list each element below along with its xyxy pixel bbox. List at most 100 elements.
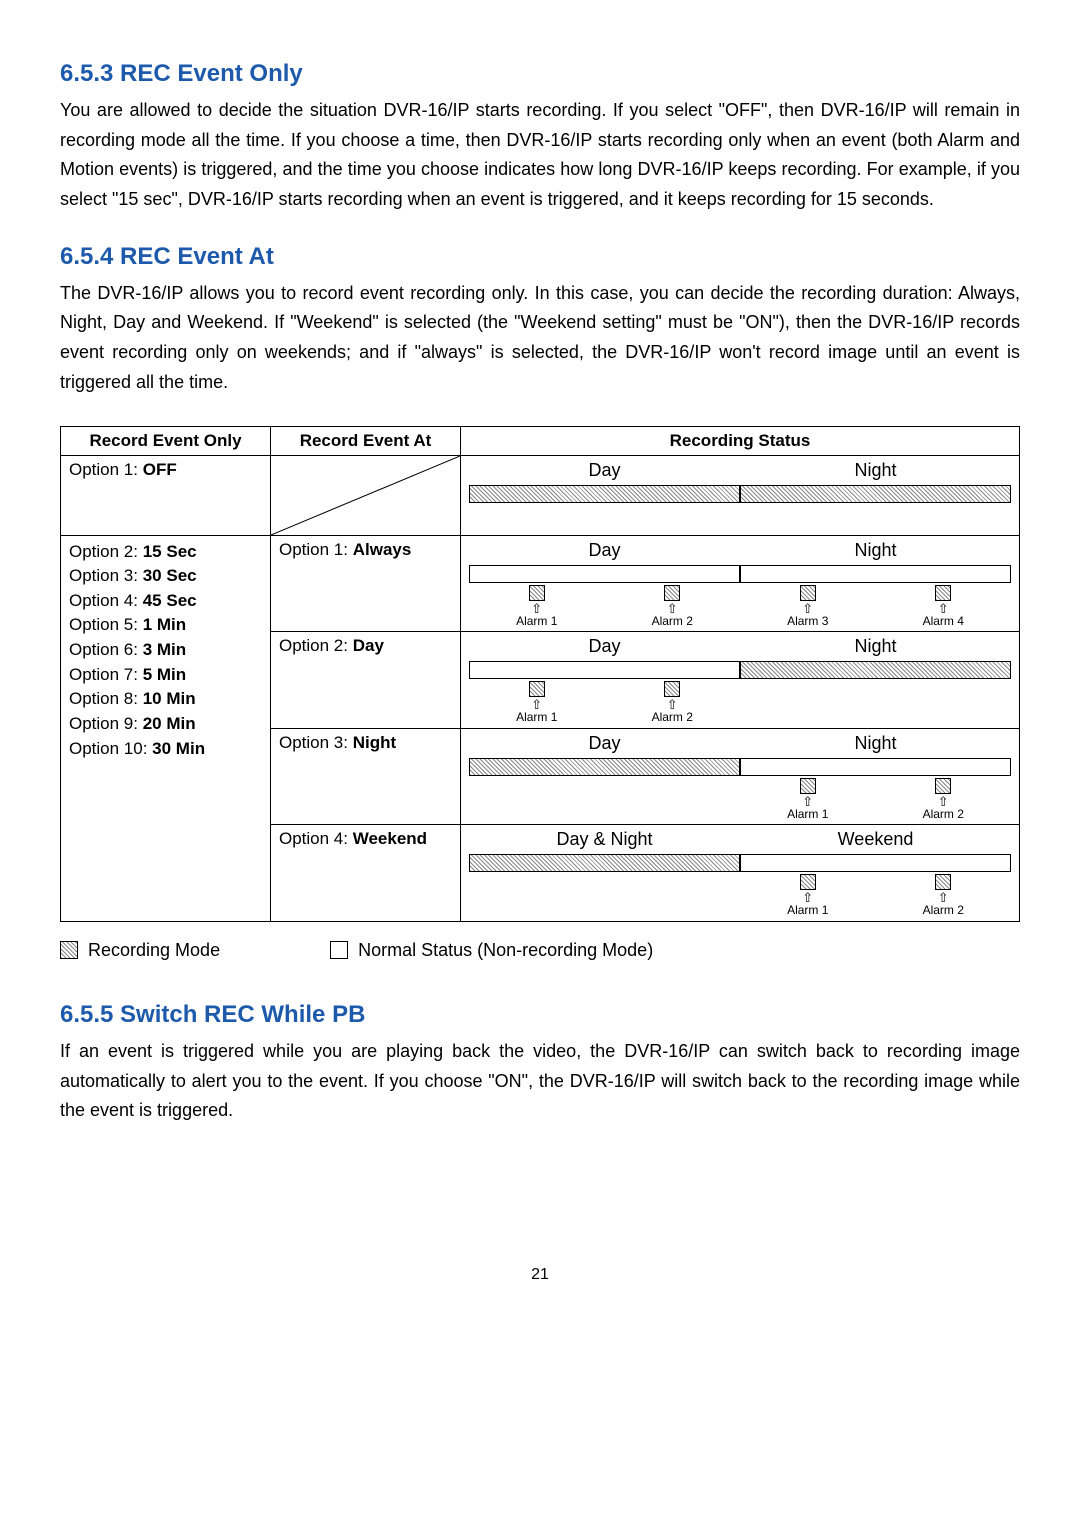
alarm-label: Alarm 2 [923, 808, 964, 821]
arrow-up-icon: ⇧ [667, 602, 678, 615]
opt-prefix: Option 4: [69, 591, 143, 610]
alarm-label: Alarm 3 [787, 615, 828, 628]
label-day: Day [469, 636, 740, 657]
opt-prefix: Option 9: [69, 714, 143, 733]
table-row: Option 1: OFF Day Night [61, 455, 1020, 535]
th-event-at: Record Event At [271, 426, 461, 455]
page-number: 21 [60, 1266, 1020, 1284]
opt-prefix: Option 6: [69, 640, 143, 659]
event-box-icon [935, 874, 951, 890]
opt-prefix: Option 2: [279, 636, 353, 655]
event-box-icon [529, 585, 545, 601]
bar-day-hatched [469, 758, 740, 776]
cell-event-at-weekend: Option 4: Weekend [271, 825, 461, 922]
event-box-icon [529, 681, 545, 697]
label-weekend: Weekend [740, 829, 1011, 850]
alarm-label: Alarm 1 [787, 904, 828, 917]
opt-value: Weekend [353, 829, 427, 848]
opt-value: Always [353, 540, 412, 559]
label-day: Day [469, 460, 740, 481]
heading-653: 6.5.3 REC Event Only [60, 60, 1020, 88]
arrow-up-icon: ⇧ [802, 602, 813, 615]
table-header-row: Record Event Only Record Event At Record… [61, 426, 1020, 455]
alarm-label: Alarm 1 [516, 711, 557, 724]
alarm-label: Alarm 2 [652, 711, 693, 724]
bar-daynight-hatched [469, 854, 740, 872]
opt-value: 30 Sec [143, 566, 197, 585]
cell-status-weekend: Day & Night Weekend ⇧Alarm 1 ⇧Alarm 2 [461, 825, 1020, 922]
label-daynight: Day & Night [469, 829, 740, 850]
opt-value: 5 Min [143, 665, 186, 684]
legend-recording-label: Recording Mode [88, 940, 220, 961]
cell-event-only-durations: Option 2: 15 Sec Option 3: 30 Sec Option… [61, 535, 271, 921]
event-box-icon [800, 874, 816, 890]
bar-night-hatched [740, 485, 1011, 503]
opt-value: 15 Sec [143, 542, 197, 561]
alarm-label: Alarm 1 [787, 808, 828, 821]
table-row: Option 2: 15 Sec Option 3: 30 Sec Option… [61, 535, 1020, 632]
opt-value: 20 Min [143, 714, 196, 733]
cell-status-day: Day Night ⇧Alarm 1 ⇧Alarm 2 [461, 632, 1020, 729]
alarm-label: Alarm 2 [923, 904, 964, 917]
legend: Recording Mode Normal Status (Non-record… [60, 940, 1020, 961]
label-night: Night [740, 733, 1011, 754]
bar-night-blank [740, 758, 1011, 776]
label-night: Night [740, 460, 1011, 481]
opt-value: Night [353, 733, 396, 752]
arrow-up-icon: ⇧ [802, 795, 813, 808]
arrow-up-icon: ⇧ [938, 795, 949, 808]
arrow-up-icon: ⇧ [938, 602, 949, 615]
event-box-icon [935, 585, 951, 601]
heading-654: 6.5.4 REC Event At [60, 243, 1020, 271]
bar-night-blank [740, 565, 1011, 583]
th-event-only: Record Event Only [61, 426, 271, 455]
cell-event-at-always: Option 1: Always [271, 535, 461, 632]
cell-event-at-day: Option 2: Day [271, 632, 461, 729]
event-box-icon [800, 778, 816, 794]
label-day: Day [469, 733, 740, 754]
opt-value: OFF [143, 460, 177, 479]
opt-prefix: Option 3: [279, 733, 353, 752]
label-night: Night [740, 636, 1011, 657]
label-night: Night [740, 540, 1011, 561]
opt-value: 1 Min [143, 615, 186, 634]
diagonal-icon [271, 456, 460, 535]
body-655: If an event is triggered while you are p… [60, 1037, 1020, 1126]
alarm-label: Alarm 1 [516, 615, 557, 628]
label-day: Day [469, 540, 740, 561]
opt-value: 30 Min [152, 739, 205, 758]
opt-value: 45 Sec [143, 591, 197, 610]
cell-status-off: Day Night [461, 455, 1020, 535]
opt-prefix: Option 2: [69, 542, 143, 561]
body-653: You are allowed to decide the situation … [60, 96, 1020, 215]
bar-day-blank [469, 565, 740, 583]
opt-value: 10 Min [143, 689, 196, 708]
opt-prefix: Option 7: [69, 665, 143, 684]
opt-prefix: Option 8: [69, 689, 143, 708]
opt-prefix: Option 5: [69, 615, 143, 634]
opt-prefix: Option 4: [279, 829, 353, 848]
th-recording-status: Recording Status [461, 426, 1020, 455]
alarm-label: Alarm 4 [923, 615, 964, 628]
opt-prefix: Option 10: [69, 739, 152, 758]
bar-weekend-blank [740, 854, 1011, 872]
event-box-icon [664, 585, 680, 601]
event-box-icon [800, 585, 816, 601]
recording-table: Record Event Only Record Event At Record… [60, 426, 1020, 922]
opt-prefix: Option 1: [279, 540, 353, 559]
legend-normal-icon [330, 941, 348, 959]
cell-event-only-off: Option 1: OFF [61, 455, 271, 535]
opt-prefix: Option 3: [69, 566, 143, 585]
alarm-label: Alarm 2 [652, 615, 693, 628]
opt-value: 3 Min [143, 640, 186, 659]
cell-event-at-night: Option 3: Night [271, 728, 461, 825]
legend-recording-icon [60, 941, 78, 959]
event-box-icon [664, 681, 680, 697]
bar-day-hatched [469, 485, 740, 503]
bar-night-hatched [740, 661, 1011, 679]
arrow-up-icon: ⇧ [531, 602, 542, 615]
bar-day-blank [469, 661, 740, 679]
cell-event-at-diag [271, 455, 461, 535]
body-654: The DVR-16/IP allows you to record event… [60, 279, 1020, 398]
heading-655: 6.5.5 Switch REC While PB [60, 1001, 1020, 1029]
